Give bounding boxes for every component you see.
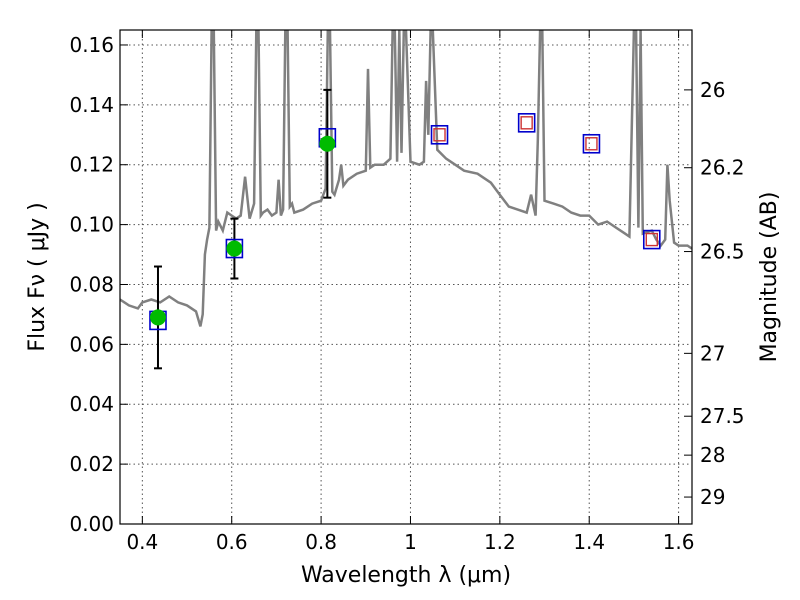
spectrum-line: [120, 30, 692, 327]
grid: [120, 30, 692, 525]
y2-tick-label: 26: [700, 78, 725, 102]
x-tick-label: 0.4: [126, 530, 158, 554]
y2-tick-label: 28: [700, 443, 725, 467]
y-tick-label: 0.12: [69, 153, 114, 177]
y2-tick-label: 27: [700, 341, 725, 365]
y2-tick-label: 29: [700, 485, 725, 509]
markers: [149, 88, 661, 370]
model-square: [517, 113, 536, 133]
y-tick-label: 0.14: [69, 93, 114, 117]
x-tick-label: 1.4: [573, 530, 605, 554]
y2-tick-label: 26.2: [700, 156, 745, 180]
x-tick-label: 0.6: [216, 530, 248, 554]
y-tick-label: 0.04: [69, 392, 114, 416]
photometry-point: [226, 240, 243, 257]
x-axis-label: Wavelength λ (μm): [301, 563, 511, 588]
y-tick-label: 0.06: [69, 332, 114, 356]
x-tick-label: 1.2: [484, 530, 516, 554]
model-square: [642, 229, 661, 250]
y-tick-label: 0.10: [69, 213, 114, 237]
x-tick-label: 1: [404, 530, 417, 554]
model-square: [582, 133, 601, 154]
plot-frame: [119, 29, 693, 525]
y-axis-label: Flux Fν ( μJy ): [25, 202, 50, 351]
photometry-point: [149, 309, 166, 326]
y-tick-label: 0.02: [69, 452, 114, 476]
limit-square: [520, 116, 533, 130]
y2-tick-label: 27.5: [700, 404, 745, 428]
limit-square: [585, 137, 598, 151]
x-tick-label: 0.8: [305, 530, 337, 554]
photometry-point: [319, 135, 336, 152]
limit-square: [433, 128, 446, 142]
y-tick-label: 0.16: [69, 33, 114, 57]
y-tick-label: 0.08: [69, 272, 114, 296]
y2-axis-label: Magnitude (AB): [757, 192, 782, 363]
limit-square: [645, 232, 658, 247]
y2-tick-label: 26.5: [700, 240, 745, 264]
model-square: [430, 124, 449, 145]
ticks: 0.4 0.6 0.8 1 1.2 1.4 1.6 0.00 0.02 0.04 0.06 0.08 0…: [69, 30, 745, 554]
x-tick-label: 1.6: [663, 530, 695, 554]
y-tick-label: 0.00: [69, 512, 114, 536]
